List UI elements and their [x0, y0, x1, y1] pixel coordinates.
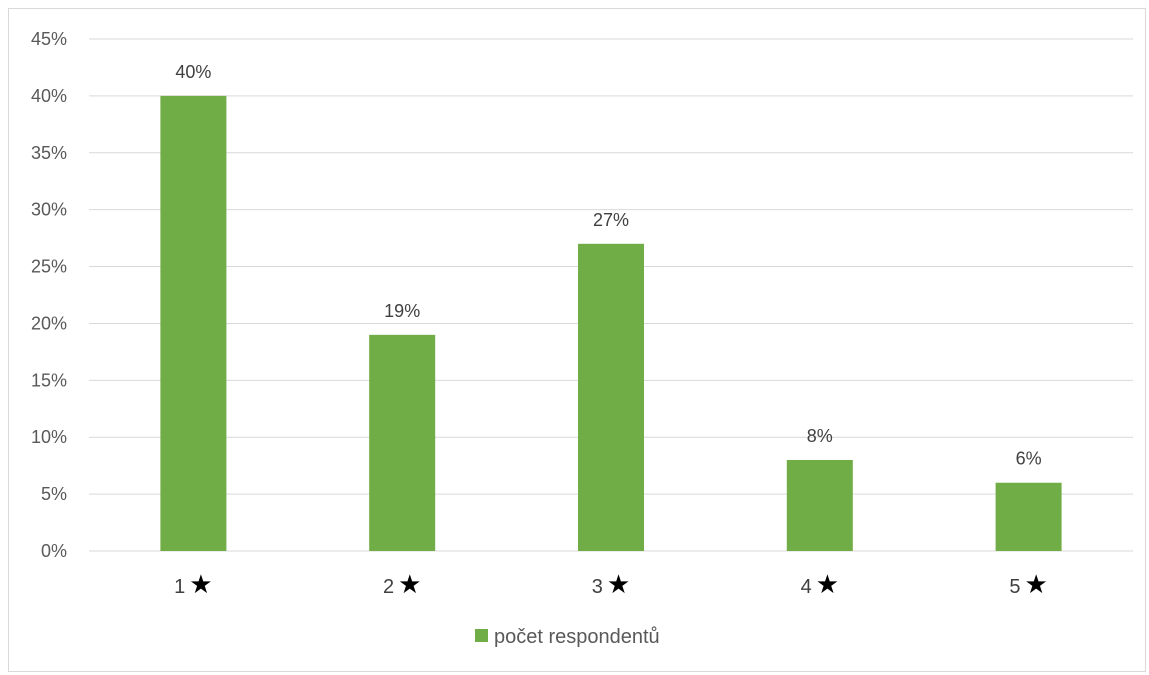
y-tick-label: 20% [31, 313, 67, 333]
y-tick-label: 40% [31, 86, 67, 106]
data-label: 40% [175, 62, 211, 82]
category-label: 2 ★ [383, 570, 421, 600]
bar [578, 243, 644, 552]
bar [369, 334, 436, 551]
bar [160, 95, 227, 551]
legend-swatch [475, 629, 488, 642]
y-tick-label: 0% [41, 541, 67, 561]
y-tick-label: 45% [31, 29, 67, 49]
y-tick-label: 5% [41, 484, 67, 504]
category-label: 3 ★ [592, 570, 630, 600]
bar-chart: 0% 5% 10% 15% 20% 25% 30% 35% 40% 45% 40% 19% 27% 8%… [31, 29, 1133, 648]
y-tick-label: 25% [31, 257, 67, 277]
category-labels: 1 ★ 2 ★ 3 ★ 4 ★ 5 ★ [174, 570, 1048, 600]
data-label: 27% [593, 210, 629, 230]
y-tick-label: 10% [31, 427, 67, 447]
y-axis-ticks: 0% 5% 10% 15% 20% 25% 30% 35% 40% 45% [31, 29, 67, 561]
category-label: 1 ★ [174, 570, 212, 600]
bar [995, 482, 1062, 551]
chart-frame: 0% 5% 10% 15% 20% 25% 30% 35% 40% 45% 40% 19% 27% 8%… [8, 8, 1146, 672]
legend-label: počet respondentů [494, 626, 660, 648]
data-label: 19% [384, 301, 420, 321]
bar [786, 459, 853, 551]
data-label: 6% [1016, 449, 1042, 469]
category-label: 5 ★ [1009, 570, 1047, 600]
category-label: 4 ★ [801, 570, 839, 600]
y-tick-label: 35% [31, 143, 67, 163]
y-tick-label: 15% [31, 370, 67, 390]
data-label: 8% [807, 426, 833, 446]
data-labels: 40% 19% 27% 8% 6% [175, 62, 1041, 469]
bars [160, 95, 1062, 552]
y-tick-label: 30% [31, 200, 67, 220]
legend: počet respondentů [475, 626, 660, 648]
